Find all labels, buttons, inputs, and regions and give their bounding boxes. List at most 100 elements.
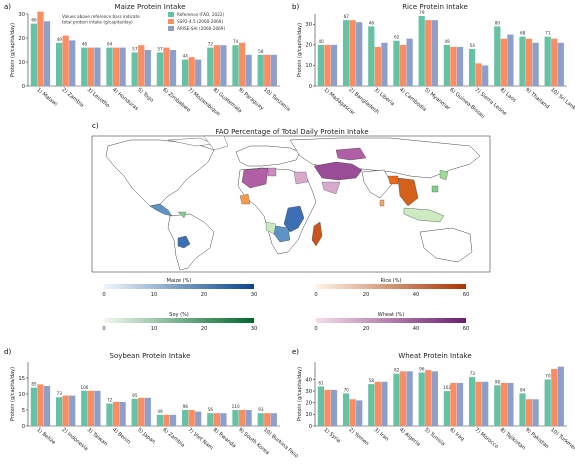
total-protein-label: 85 [31, 382, 37, 387]
total-protein-label: 57 [132, 46, 138, 51]
australia-shape [419, 227, 473, 263]
category-label: 2) Zambia [61, 87, 85, 109]
colorbar-tick: 60 [463, 292, 470, 298]
bar [238, 410, 246, 426]
colorbar [316, 318, 466, 323]
total-protein-label: 61 [318, 380, 324, 385]
bar [399, 44, 407, 86]
ytick-label: 30 [305, 389, 312, 395]
bar [532, 399, 539, 426]
total-protein-label: 44 [183, 54, 189, 59]
sri-lanka-rice [379, 199, 385, 207]
india-shape [361, 169, 393, 199]
bar [195, 411, 202, 426]
bar [169, 414, 177, 426]
bar [207, 413, 214, 426]
map-colorbars: Maize (%) 0 10 20 30 Rice (%) 0 20 40 60 Soy (%) 0 1… [102, 278, 469, 332]
maize-title: Maize Protein Intake [115, 3, 186, 11]
ytick-label: 10 [305, 63, 312, 69]
bar [87, 390, 94, 426]
category-label: 4) Algeria [398, 427, 421, 448]
colorbar-tick: 0 [314, 292, 317, 298]
bar [156, 414, 164, 426]
total-protein-label: 57 [157, 46, 163, 51]
bar [525, 399, 533, 426]
legend-swatch [168, 12, 174, 17]
bar [342, 393, 350, 426]
bar [342, 20, 350, 86]
bar [264, 54, 271, 86]
southeast-asia-rice [397, 177, 419, 207]
bar [381, 381, 388, 426]
bar [475, 63, 482, 86]
bar [406, 38, 413, 86]
panel-label-b: b) [292, 3, 299, 11]
bar [37, 384, 44, 426]
bar [393, 373, 400, 426]
colorbar-tick: 10 [151, 326, 158, 332]
bar [544, 36, 551, 86]
category-label: 3) Iran [373, 427, 390, 443]
bar [468, 48, 476, 86]
total-protein-label: 62 [394, 35, 400, 40]
ytick-label: 15 [18, 376, 25, 382]
category-label: 5) Myanmar [423, 87, 452, 112]
bar [551, 38, 558, 86]
legend-entry: SSP2-4.5 (2060-2069) [177, 19, 223, 24]
colorbar-label: Rice (%) [381, 278, 402, 284]
europe-shape [235, 145, 301, 167]
category-label: 9) Thailand [524, 87, 550, 110]
total-protein-label: 80 [495, 20, 501, 25]
total-protein-label: 68 [520, 31, 526, 36]
bar [393, 40, 400, 86]
ytick-label: 20 [305, 401, 312, 407]
japan-korea-soy [439, 169, 449, 181]
ytick-label: 0 [22, 84, 25, 90]
bar [494, 385, 501, 426]
bar [317, 386, 325, 426]
bar [443, 44, 451, 86]
bar [456, 46, 464, 86]
ytick-label: 0 [22, 424, 25, 430]
bar [213, 45, 220, 86]
bar [324, 389, 331, 426]
colorbar-tick: 40 [413, 326, 420, 332]
bar [106, 403, 113, 426]
category-label: 4) Benin [111, 427, 132, 446]
ytick-label: 10 [18, 392, 25, 398]
total-protein-label: 48 [82, 42, 88, 47]
bar [557, 366, 564, 426]
bar [144, 50, 151, 86]
total-protein-label: 46 [369, 20, 375, 25]
algeria-morocco-wheat [241, 167, 269, 189]
bar [94, 47, 101, 86]
bar [220, 413, 227, 426]
middle-east-wheat [313, 161, 363, 181]
category-label: 4) Honduras [111, 87, 140, 112]
bar [55, 397, 63, 426]
bar [138, 397, 145, 426]
colorbar-tick: 0 [102, 326, 105, 332]
total-protein-label: 58 [258, 49, 264, 54]
legend-swatch [168, 19, 174, 24]
east-africa-maize [283, 205, 305, 233]
bar [468, 377, 476, 426]
colorbar-tick: 20 [363, 326, 370, 332]
bar [257, 54, 264, 86]
bar [69, 40, 76, 86]
total-protein-label: 56 [208, 407, 214, 412]
bar [551, 368, 558, 426]
colorbar [104, 284, 254, 289]
category-label: 7) Morocco [474, 427, 500, 450]
bar [169, 50, 177, 86]
bar [368, 26, 375, 86]
bar [232, 410, 239, 426]
bar [112, 402, 120, 426]
colorbar-tick: 0 [102, 292, 105, 298]
bar [475, 381, 482, 426]
total-protein-label: 64 [107, 42, 113, 47]
bar [519, 393, 526, 426]
ytick-label: 40 [305, 377, 312, 383]
total-protein-label: 73 [470, 371, 476, 376]
